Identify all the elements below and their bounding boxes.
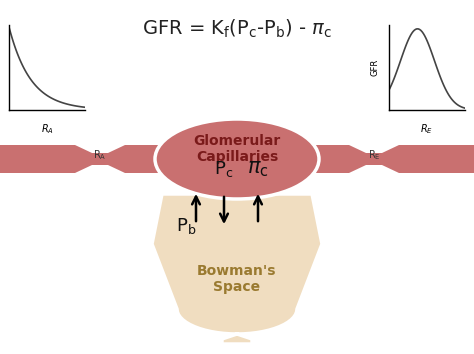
Polygon shape — [75, 145, 125, 173]
Text: R$_\mathregular{A}$: R$_\mathregular{A}$ — [93, 148, 107, 162]
Text: $\pi_\mathregular{c}$: $\pi_\mathregular{c}$ — [247, 159, 269, 179]
Text: P$_\mathregular{c}$: P$_\mathregular{c}$ — [214, 159, 234, 179]
Text: Efferent
Arteriole: Efferent Arteriole — [392, 84, 461, 114]
Polygon shape — [0, 145, 75, 173]
Polygon shape — [316, 145, 349, 173]
Text: $R_E$: $R_E$ — [420, 122, 433, 136]
Text: $R_A$: $R_A$ — [41, 122, 54, 136]
Polygon shape — [125, 145, 158, 173]
Text: Afferent
Arteriole: Afferent Arteriole — [13, 84, 82, 114]
Polygon shape — [349, 145, 399, 173]
Polygon shape — [399, 145, 474, 173]
Text: Glomerular
Capillaries: Glomerular Capillaries — [193, 134, 281, 164]
Text: R$_\mathregular{E}$: R$_\mathregular{E}$ — [368, 148, 380, 162]
Text: GFR: GFR — [371, 59, 380, 76]
Text: GFR = K$_\mathregular{f}$(P$_\mathregular{c}$-P$_\mathregular{b}$) - $\pi_\mathr: GFR = K$_\mathregular{f}$(P$_\mathregula… — [142, 18, 332, 40]
Polygon shape — [152, 194, 322, 344]
Text: Bowman's
Space: Bowman's Space — [197, 264, 277, 294]
Ellipse shape — [155, 119, 319, 199]
Text: P$_\mathregular{b}$: P$_\mathregular{b}$ — [176, 216, 196, 236]
